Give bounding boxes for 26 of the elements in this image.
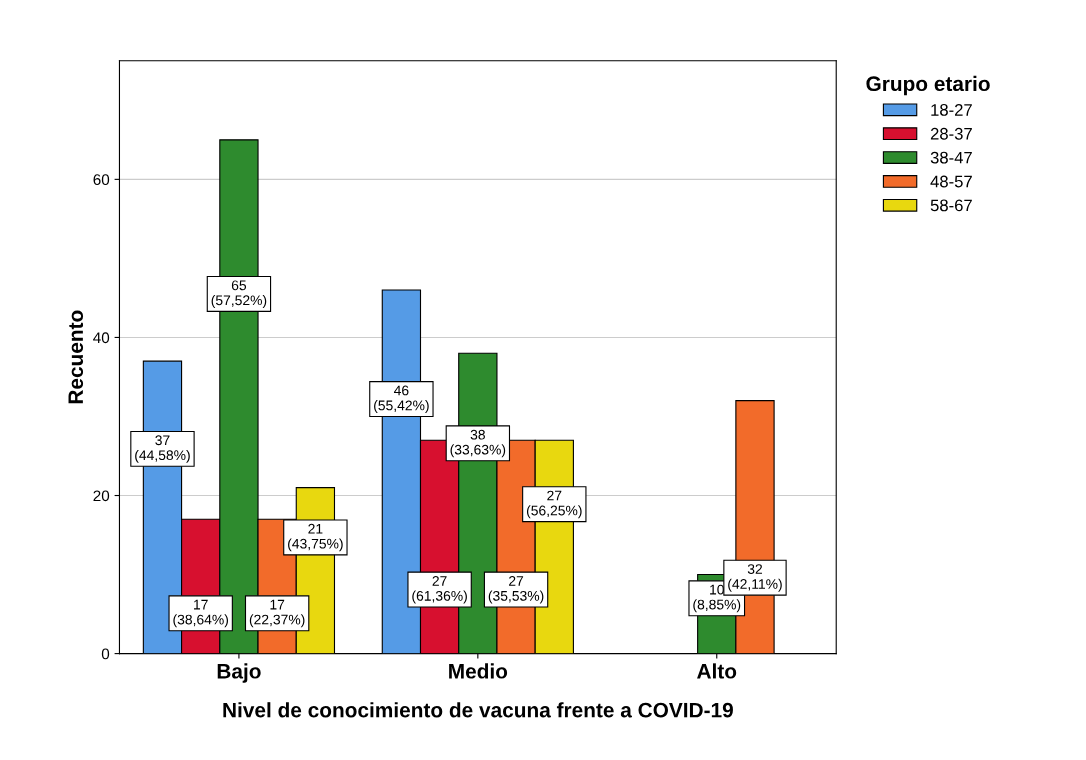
y-tick-label: 20 xyxy=(93,490,110,502)
data-label: 27 (35,53%) xyxy=(488,575,544,604)
legend-label: 58-67 xyxy=(930,199,972,212)
data-label: 27 (56,25%) xyxy=(526,490,582,519)
x-tick-label: Bajo xyxy=(217,663,261,683)
legend-label: 18-27 xyxy=(931,103,972,116)
data-label: 65 (57,52%) xyxy=(211,280,267,308)
legend-label: 48-57 xyxy=(930,175,972,188)
data-label: 17 (22,37%) xyxy=(249,599,305,628)
data-label: 38 (33,63%) xyxy=(450,429,506,458)
data-label: 17 (38,64%) xyxy=(173,599,229,628)
y-tick-label: 0 xyxy=(101,648,110,660)
legend-label: 28-37 xyxy=(930,127,972,140)
data-label: 37 (44,58%) xyxy=(135,435,190,463)
x-tick-label: Alto xyxy=(697,663,737,679)
x-axis-title: Nivel de conocimiento de vacuna frente a COVID-19 xyxy=(223,702,733,718)
data-label: 46 (55,42%) xyxy=(374,385,429,414)
data-label: 27 (61,36%) xyxy=(412,575,467,604)
data-label: 32 (42,11%) xyxy=(728,564,782,592)
x-tick-label: Medio xyxy=(449,663,508,679)
y-tick-label: 60 xyxy=(93,174,110,186)
legend-label: 38-47 xyxy=(930,151,972,164)
y-tick-label: 40 xyxy=(93,332,110,344)
data-label: 21 (43,75%) xyxy=(288,523,343,552)
legend-title: Grupo etario xyxy=(866,75,990,96)
y-axis-title: Recuento xyxy=(68,310,84,404)
